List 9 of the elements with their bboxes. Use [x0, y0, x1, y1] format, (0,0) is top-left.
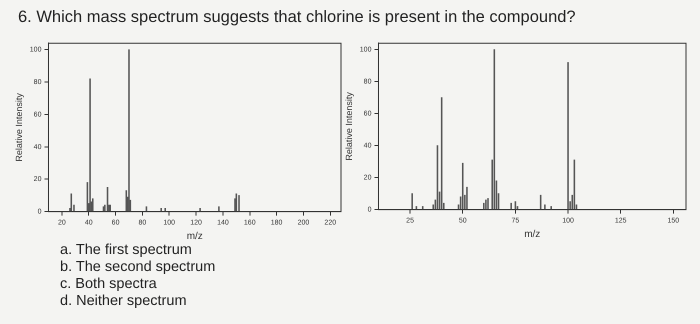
y-axis-title: Relative Intensity	[344, 92, 354, 161]
chart-title: 6. Which mass spectrum suggests that chlorine is present in the compound?	[18, 8, 576, 27]
text: c. Both spectra	[60, 276, 158, 293]
x-axis-title: m/z	[186, 230, 203, 242]
text: b. The second spectrum	[60, 259, 216, 276]
x-axis-title: m/z	[524, 228, 540, 240]
text: d. Neither spectrum	[60, 293, 188, 310]
text: a. The first spectrum	[60, 242, 193, 259]
y-axis-title: Relative Intensity	[14, 92, 24, 162]
